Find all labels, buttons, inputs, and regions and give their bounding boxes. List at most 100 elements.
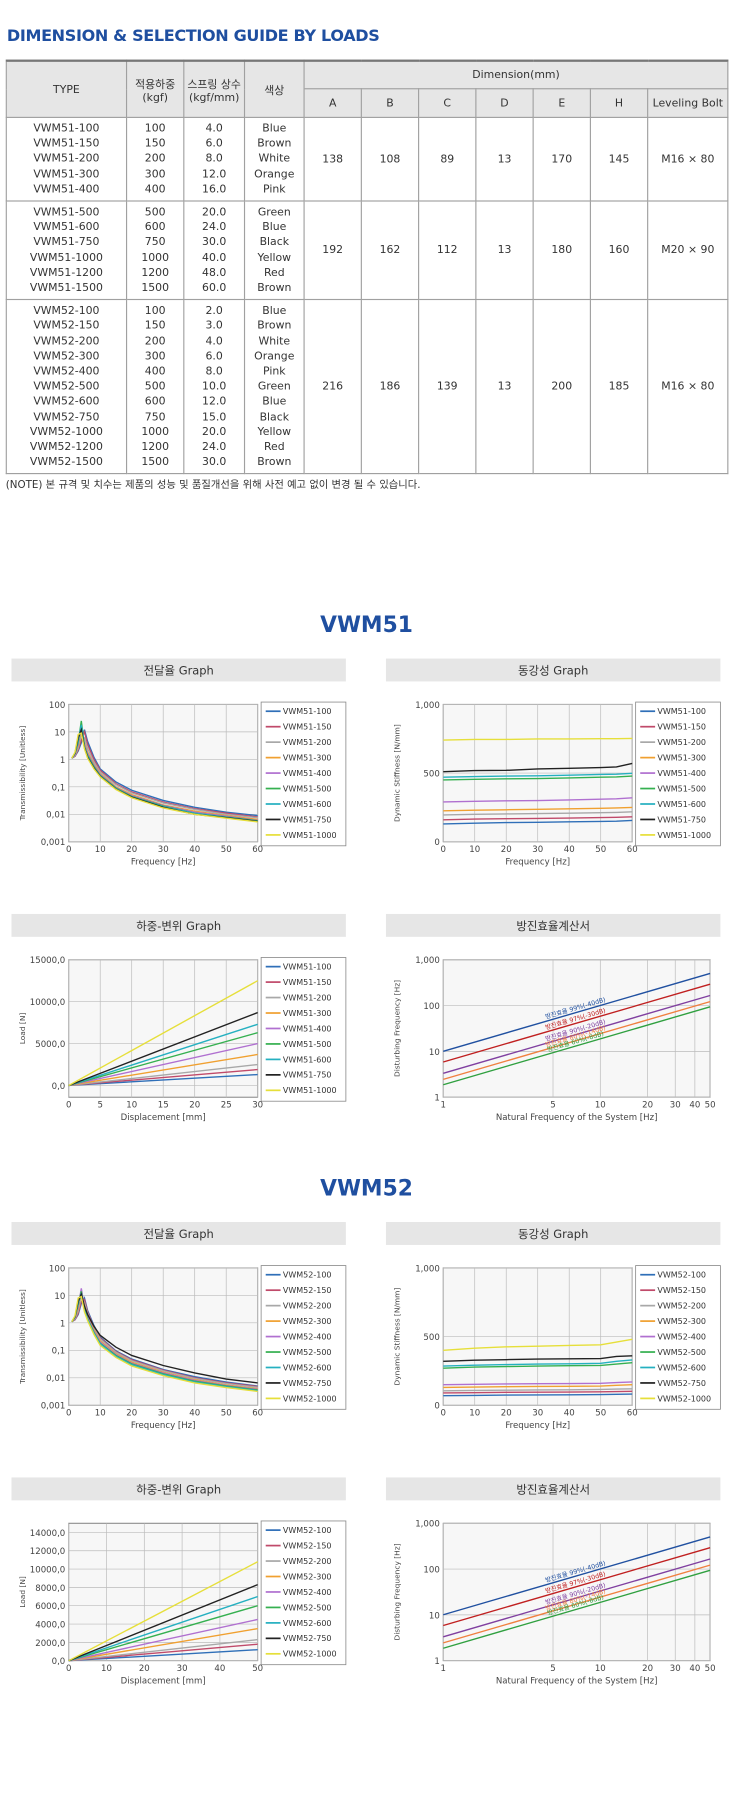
- cell-text: 24.0: [202, 441, 227, 454]
- cell: 170: [532, 116, 591, 202]
- y-tick-label: 1: [434, 1657, 439, 1667]
- cell: 200: [532, 299, 591, 475]
- header-text: 색상: [264, 84, 285, 98]
- y-tick-label: 1: [60, 1319, 65, 1329]
- cell-text: 750: [144, 410, 166, 424]
- header-text: TYPE: [53, 83, 80, 96]
- y-tick-label: 100: [423, 1565, 439, 1575]
- plot-area: [442, 1522, 711, 1662]
- y-tick-label: 0,0: [52, 1082, 66, 1092]
- cell-text: 100: [144, 304, 166, 318]
- note: (NOTE) 본 규격 및 치수는 제품의 성능 및 품질개선을 위해 사전 예…: [5, 479, 421, 492]
- cell: 216: [303, 299, 362, 475]
- legend-label: VWM52-150: [657, 1286, 706, 1295]
- series-line: [443, 797, 633, 803]
- chart-title-bar: [11, 658, 346, 682]
- y-tick-label: 0,01: [46, 1374, 65, 1384]
- cell-text: VWM51-1500: [29, 281, 103, 295]
- legend-label: VWM52-400: [283, 1332, 332, 1341]
- x-tick-label: 10: [101, 1664, 112, 1674]
- y-axis-label: Load [N]: [18, 1576, 27, 1608]
- x-tick-label: 1: [440, 1664, 445, 1674]
- cell-text: 500: [144, 380, 166, 394]
- y-tick-label: 4000,0: [35, 1620, 65, 1630]
- cell-text: 1500: [141, 281, 170, 295]
- cell-text: 600: [144, 221, 166, 234]
- cell-text: Orange: [254, 350, 295, 363]
- cell-text: VWM52-1200: [29, 441, 103, 454]
- legend-label: VWM51-750: [657, 815, 706, 824]
- x-tick-label: 10: [595, 1101, 606, 1111]
- group-row: VWM51-500 VWM51-600 VWM51-750 VWM51-1000 VWM…: [5, 200, 729, 301]
- series-line: [443, 1564, 711, 1644]
- series-line: [68, 1627, 258, 1662]
- y-tick-label: 6000,0: [35, 1602, 65, 1612]
- header-cell: Dimension(mm): [303, 60, 729, 90]
- cell-text: 15.0: [202, 410, 227, 424]
- section-title: VWM52: [320, 1177, 413, 1202]
- chart-title: 하중-변위 Graph: [136, 1482, 221, 1496]
- series-line: [443, 1388, 633, 1392]
- cell-text: 400: [144, 183, 166, 196]
- legend-label: VWM51-300: [283, 1009, 332, 1018]
- cell: VWM51-500 VWM51-600 VWM51-750 VWM51-1000 VWM…: [5, 200, 128, 301]
- y-axis-label: Dynamic Stiffness [N/mm]: [393, 1288, 402, 1386]
- x-tick-label: 30: [670, 1101, 681, 1111]
- y-tick-label: 500: [423, 1333, 439, 1343]
- legend-label: VWM52-300: [283, 1572, 332, 1581]
- series-line: [443, 762, 633, 773]
- series-line: [443, 1383, 633, 1389]
- legend-label: VWM51-600: [283, 1055, 332, 1064]
- x-tick-label: 20: [642, 1664, 653, 1674]
- cell: 13: [475, 200, 534, 301]
- x-tick-label: 50: [595, 845, 606, 855]
- y-tick-label: 100: [49, 701, 65, 711]
- x-axis-label: Frequency [Hz]: [505, 1421, 570, 1431]
- legend-label: VWM51-400: [283, 1024, 332, 1033]
- y-tick-label: 100: [423, 1002, 439, 1012]
- legend-label: VWM51-300: [283, 753, 332, 762]
- series-line: [68, 1561, 259, 1662]
- cell: VWM52-100 VWM52-150 VWM52-200 VWM52-300 VWM5…: [5, 299, 128, 475]
- chart-title: 하중-변위 Graph: [136, 919, 221, 933]
- series-line: [68, 1618, 258, 1662]
- x-tick-label: 50: [252, 1664, 263, 1674]
- cell-text: 500: [144, 206, 166, 219]
- cell-text: 6.0: [205, 137, 223, 151]
- y-tick-label: 1: [434, 1094, 439, 1104]
- legend-label: VWM51-100: [283, 707, 332, 716]
- header-cell: H: [589, 88, 649, 118]
- cell-text: 100: [144, 122, 166, 136]
- y-axis-label: Dynamic Stiffness [N/mm]: [393, 724, 402, 822]
- cell: 100 150 200 300 400 500 600 750 1000 1200 1500: [125, 299, 185, 475]
- series-line: [443, 1006, 711, 1086]
- y-tick-label: 1,000: [415, 1264, 440, 1274]
- chart-title-bar: [11, 1477, 346, 1501]
- series-line: [68, 1595, 258, 1662]
- cell: 162: [360, 200, 420, 301]
- cell-text: Blue: [262, 221, 287, 234]
- legend-label: VWM51-600: [283, 800, 332, 809]
- cell: 192: [303, 200, 362, 301]
- series-line: [68, 1073, 258, 1087]
- series-line: [71, 1292, 258, 1384]
- series-line: [443, 1000, 711, 1081]
- legend-label: VWM52-750: [657, 1379, 706, 1388]
- legend-label: VWM52-750: [283, 1634, 332, 1643]
- cell-text: VWM52-150: [33, 320, 100, 333]
- cell-text: 1000: [141, 425, 170, 439]
- y-tick-label: 500: [423, 770, 439, 780]
- x-tick-label: 20: [139, 1664, 150, 1674]
- legend-label: VWM52-200: [283, 1557, 332, 1566]
- header-cell: E: [532, 88, 591, 118]
- cell-text: VWM51-150: [33, 137, 100, 151]
- cell-text: VWM51-500: [33, 206, 100, 219]
- legend-label: VWM51-200: [657, 738, 706, 747]
- cell-text: Blue: [262, 304, 287, 318]
- legend-label: VWM52-150: [283, 1286, 332, 1295]
- y-tick-label: 1,000: [415, 701, 440, 711]
- chart-title-bar: [385, 1222, 721, 1245]
